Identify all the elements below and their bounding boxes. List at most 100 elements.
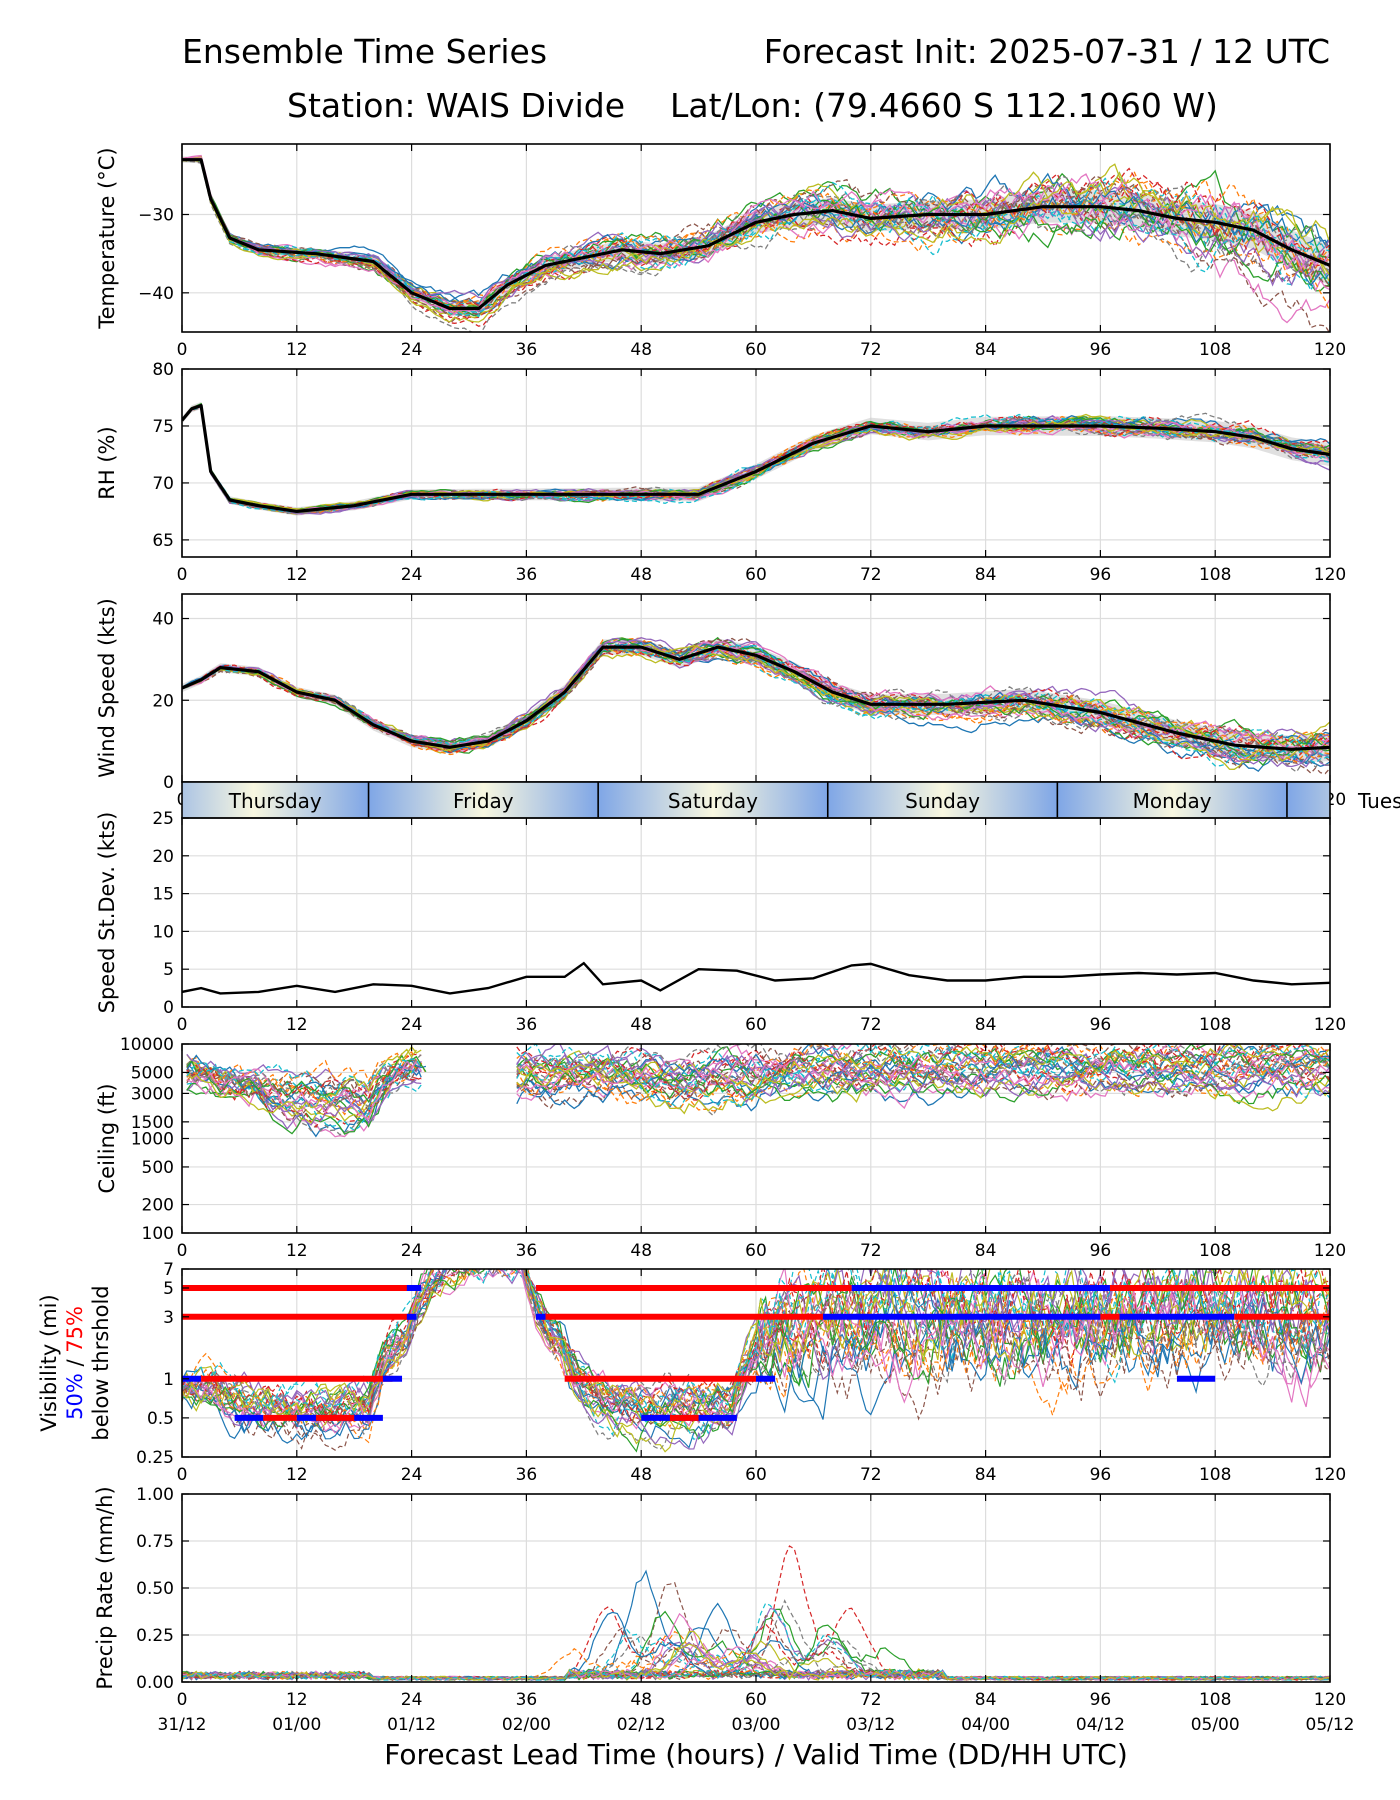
x-tick-label: 60 bbox=[745, 1241, 767, 1261]
visibility-member-line bbox=[182, 1269, 1308, 1416]
ensemble-spread-band bbox=[182, 401, 1330, 516]
ensemble-member-line bbox=[182, 158, 1330, 318]
x-tick-label: 60 bbox=[745, 565, 767, 585]
y-tick-label: 100 bbox=[142, 1224, 174, 1244]
panel-wind_speed: 0204001224364860728496108120Wind Speed (… bbox=[95, 593, 1346, 810]
day-label: Friday bbox=[453, 789, 514, 813]
forecast-init: Forecast Init: 2025-07-31 / 12 UTC bbox=[763, 32, 1330, 71]
precip-member-line bbox=[182, 1652, 1330, 1681]
visibility-series-group bbox=[182, 1269, 1330, 1453]
x-tick-label: 0 bbox=[177, 1241, 188, 1261]
valid-time-label: 03/12 bbox=[846, 1715, 895, 1735]
day-label: Thursday bbox=[228, 789, 322, 813]
y-tick-label: 0.50 bbox=[136, 1579, 174, 1599]
y-tick-label: −40 bbox=[138, 284, 174, 304]
x-axis-label: Forecast Lead Time (hours) / Valid Time … bbox=[384, 1738, 1128, 1771]
x-tick-label: 0 bbox=[177, 340, 188, 360]
ceiling-member-line bbox=[186, 1044, 1330, 1116]
valid-time-label: 31/12 bbox=[158, 1715, 207, 1735]
ensemble-member-line bbox=[182, 159, 1330, 313]
ensemble-member-line bbox=[182, 159, 1330, 323]
x-tick-label: 0 bbox=[177, 1690, 188, 1710]
y-tick-label: 20 bbox=[152, 847, 174, 867]
x-tick-label: 72 bbox=[860, 1241, 882, 1261]
y-axis-label-threshold: 50% / 75% bbox=[63, 1306, 87, 1420]
x-tick-label: 12 bbox=[286, 1690, 308, 1710]
x-tick-label: 96 bbox=[1090, 1465, 1112, 1485]
station-name: Station: WAIS Divide bbox=[287, 86, 626, 125]
x-tick-label: 36 bbox=[516, 1015, 538, 1035]
x-tick-label: 48 bbox=[630, 1241, 652, 1261]
temperature-series-group bbox=[182, 154, 1330, 332]
ensemble-member-line bbox=[182, 157, 1330, 299]
ensemble-mean-line bbox=[182, 645, 1330, 751]
ensemble-member-line bbox=[182, 159, 1330, 313]
x-tick-label: 108 bbox=[1199, 1241, 1231, 1261]
y-tick-label: 5 bbox=[163, 1279, 174, 1299]
ceiling-member-line bbox=[186, 1044, 1330, 1110]
x-tick-label: 24 bbox=[401, 565, 423, 585]
visibility-member-line bbox=[182, 1269, 1330, 1426]
x-tick-label: 0 bbox=[177, 1015, 188, 1035]
ceiling-member-line bbox=[186, 1044, 1330, 1101]
y-tick-label: 1.00 bbox=[136, 1485, 174, 1505]
ensemble-member-line bbox=[182, 646, 1330, 756]
pct-50-label: 50% bbox=[63, 1373, 87, 1420]
x-tick-label: 72 bbox=[860, 1690, 882, 1710]
y-tick-label: 20 bbox=[152, 691, 174, 711]
ceiling-member-line bbox=[186, 1044, 1330, 1110]
y-tick-label: 0.5 bbox=[147, 1409, 174, 1429]
ensemble-spread-band bbox=[182, 156, 1330, 316]
precip-member-line bbox=[182, 1647, 1330, 1682]
y-axis-label: Visibility (mi) bbox=[37, 1294, 61, 1431]
y-axis-label: Ceiling (ft) bbox=[95, 1083, 119, 1193]
x-tick-label: 120 bbox=[1314, 1690, 1346, 1710]
y-tick-label: 1000 bbox=[131, 1130, 174, 1150]
x-tick-label: 36 bbox=[516, 1690, 538, 1710]
x-tick-label: 12 bbox=[286, 565, 308, 585]
visibility-member-line bbox=[182, 1269, 1330, 1450]
y-tick-label: 10 bbox=[152, 922, 174, 942]
stdev-series-group bbox=[182, 961, 1330, 995]
valid-time-label: 01/00 bbox=[272, 1715, 321, 1735]
x-tick-label: 108 bbox=[1199, 1015, 1231, 1035]
x-tick-label: 36 bbox=[516, 565, 538, 585]
visibility-member-line bbox=[182, 1269, 1330, 1431]
y-tick-label: 1 bbox=[163, 1370, 174, 1390]
day-cell bbox=[598, 782, 828, 818]
x-tick-label: 60 bbox=[745, 340, 767, 360]
ceiling-member-line bbox=[186, 1054, 1330, 1121]
x-tick-label: 84 bbox=[975, 340, 997, 360]
x-tick-label: 84 bbox=[975, 1015, 997, 1035]
x-tick-label: 108 bbox=[1199, 1690, 1231, 1710]
chart-title: Ensemble Time Series bbox=[182, 32, 548, 71]
ensemble-member-line bbox=[182, 646, 1330, 757]
y-axis-label-sub: below thrshold bbox=[89, 1285, 113, 1440]
day-label: Tues bbox=[1357, 789, 1400, 813]
precip-member-line bbox=[182, 1602, 1330, 1681]
y-tick-label: 0.00 bbox=[136, 1673, 174, 1693]
y-tick-label: 40 bbox=[152, 610, 174, 630]
visibility-member-line bbox=[182, 1269, 1330, 1436]
y-tick-label: 0.25 bbox=[136, 1448, 174, 1468]
x-tick-label: 12 bbox=[286, 340, 308, 360]
station-latlon: Lat/Lon: (79.4660 S 112.1060 W) bbox=[670, 86, 1218, 125]
y-axis-label: Speed St.Dev. (kts) bbox=[95, 812, 119, 1014]
ceiling-member-line bbox=[186, 1050, 1330, 1122]
ensemble-member-line bbox=[182, 156, 1330, 315]
visibility-member-line bbox=[182, 1269, 1330, 1417]
x-tick-label: 120 bbox=[1314, 1241, 1346, 1261]
y-tick-label: 0 bbox=[163, 773, 174, 793]
pct-75-label: 75% bbox=[63, 1306, 87, 1353]
panel-visibility: 0.25 0.5 1 3 57 0 12 24 36 48 60 72 84 96 108 120 Visibi… bbox=[37, 1260, 1346, 1485]
x-tick-label: 60 bbox=[745, 1465, 767, 1485]
x-tick-label: 96 bbox=[1090, 1241, 1112, 1261]
y-tick-label: 65 bbox=[152, 531, 174, 551]
valid-time-label: 02/12 bbox=[617, 1715, 666, 1735]
y-axis-label: Temperature (°C) bbox=[95, 147, 119, 329]
ensemble-member-line bbox=[182, 405, 1330, 513]
panel-precip: 0.00 0.25 0.50 0.75 1.00 0 12 24 36 48 60 72 84 96 108… bbox=[93, 1485, 1355, 1735]
panel-speed_stdev: 0 5 10 15 20 25 0 12 24 36 48 60 72 84 96 108 120 Speed S… bbox=[95, 809, 1346, 1035]
